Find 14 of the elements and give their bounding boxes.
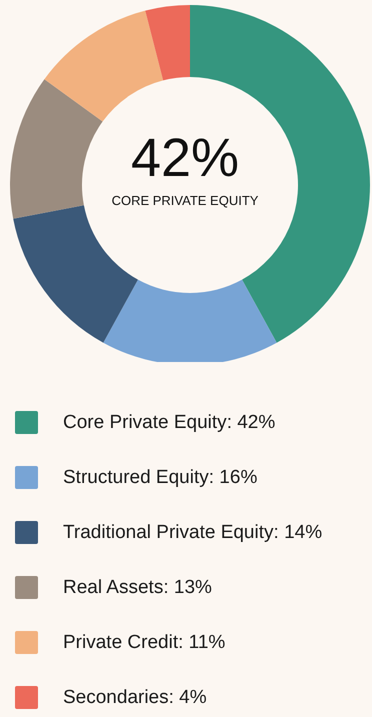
data-label: : 16% [208,466,258,488]
legend-label: Structured Equity [63,466,209,488]
legend-label: Traditional Private Equity [63,522,274,542]
data-label: : 11% [178,632,226,652]
data-label: : 42% [226,412,276,432]
data-label: : 4% [168,686,207,708]
data-label: : 14% [274,522,322,542]
legend-label: Private Credit [63,632,178,652]
legend-label: Core Private Equity [63,412,227,432]
text: 42% [130,128,240,188]
data-label: : 13% [163,576,212,598]
legend-label: Secondaries [63,686,169,708]
legend-label: Real Assets [63,576,164,598]
text: CORE PRIVATE EQUITY [110,193,260,208]
